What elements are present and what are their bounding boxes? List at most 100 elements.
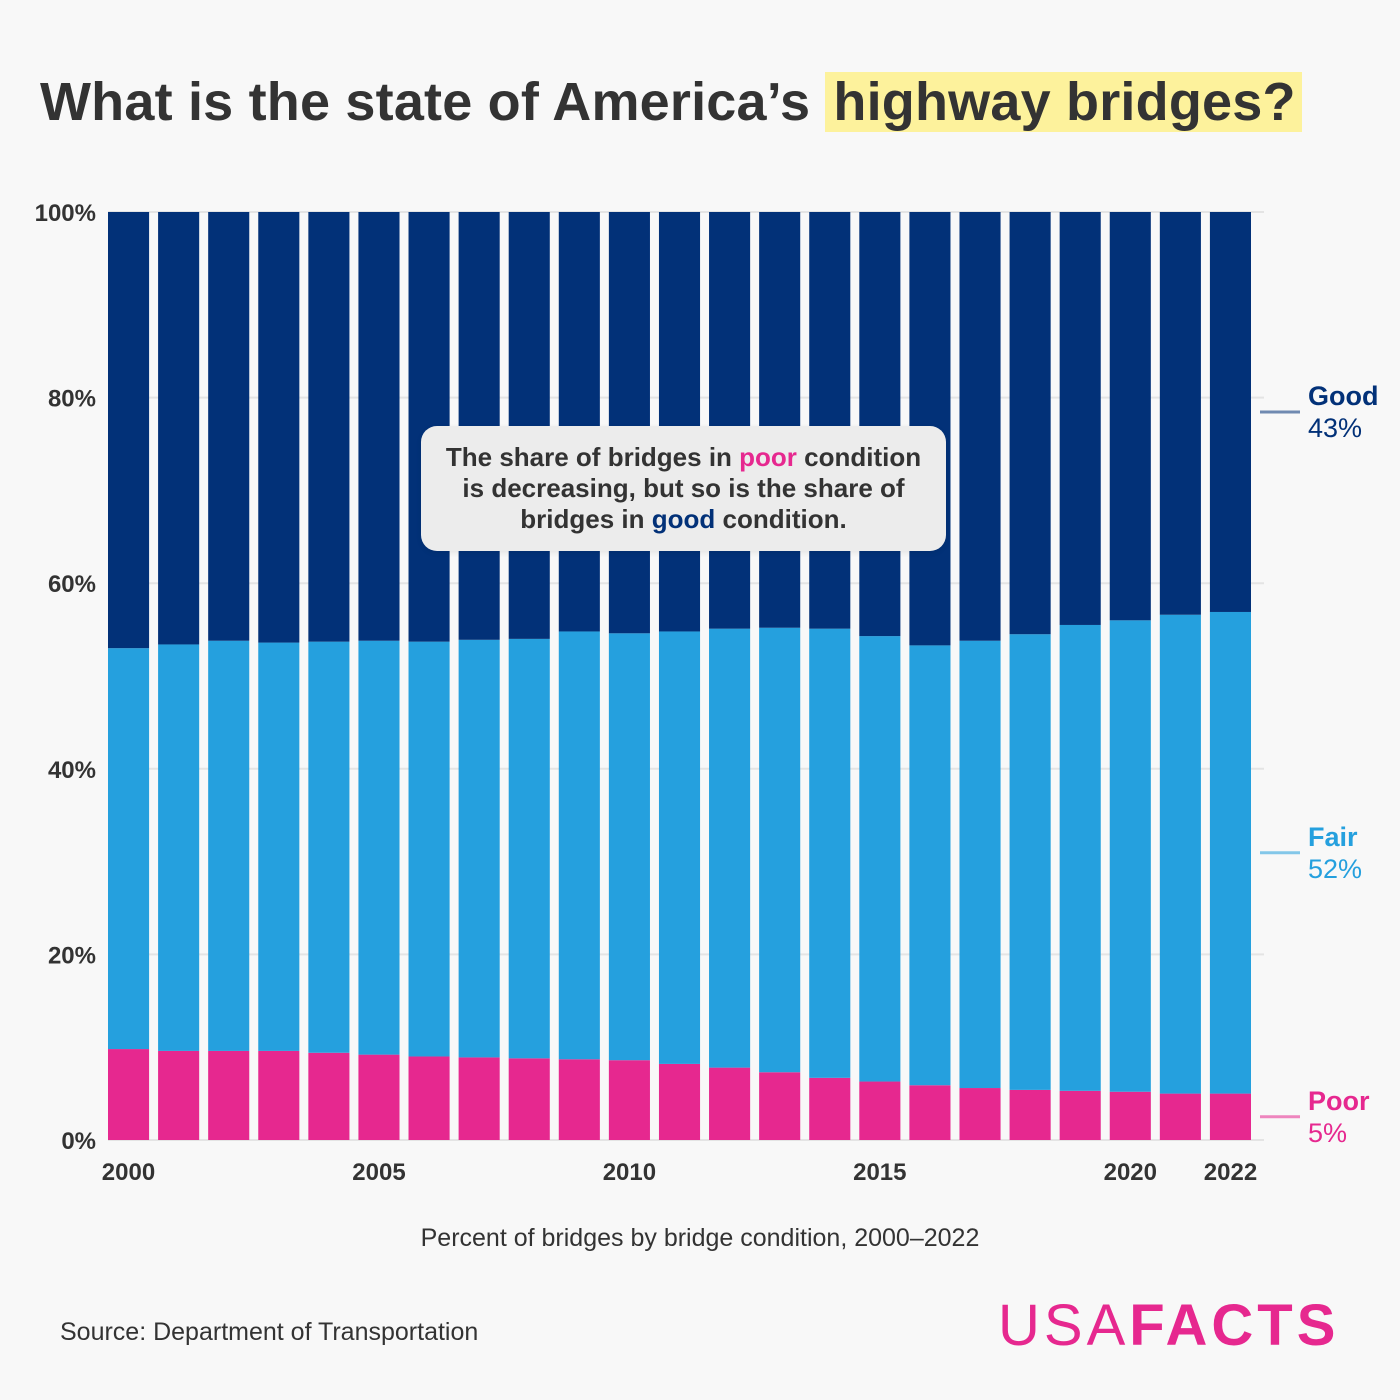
bar-segment-good xyxy=(809,212,851,629)
bar-segment-good xyxy=(258,212,300,643)
bar-segment-poor xyxy=(558,1059,600,1140)
annotation-callout: The share of bridges in poor condition i… xyxy=(421,426,946,551)
bar-segment-poor xyxy=(909,1085,951,1140)
bar-segment-poor xyxy=(1109,1091,1151,1140)
bar-segment-fair xyxy=(859,636,901,1082)
bar-segment-good xyxy=(658,212,701,632)
bar-segment-poor xyxy=(508,1058,550,1140)
source-note: Source: Department of Transportation xyxy=(60,1318,479,1346)
bar-segment-good xyxy=(308,212,350,642)
bar-segment-fair xyxy=(458,639,500,1058)
x-tick-label: 2022 xyxy=(1204,1159,1257,1186)
bar-segment-good xyxy=(208,212,250,641)
bar-segment-poor xyxy=(1009,1089,1051,1140)
series-value-fair: 52% xyxy=(1308,854,1362,884)
y-tick-label: 20% xyxy=(48,942,96,969)
bar-segment-fair xyxy=(108,648,150,1050)
bar-segment-poor xyxy=(608,1060,650,1140)
x-tick-label: 2000 xyxy=(102,1159,155,1186)
bar-segment-good xyxy=(558,212,600,632)
bar-segment-good xyxy=(608,212,650,634)
bar-segment-fair xyxy=(158,644,200,1051)
bar-segment-fair xyxy=(558,631,600,1060)
bar-segment-good xyxy=(1109,212,1151,621)
bar-segment-good xyxy=(508,212,550,639)
series-label-poor: Poor xyxy=(1308,1086,1370,1116)
bar-segment-poor xyxy=(358,1054,400,1140)
bar-segment-poor xyxy=(158,1050,200,1140)
bar-segment-poor xyxy=(108,1049,150,1140)
bar-segment-fair xyxy=(308,641,350,1053)
series-label-fair: Fair xyxy=(1308,822,1358,852)
chart-title-prefix: What is the state of America’s xyxy=(40,72,811,132)
x-tick-label: 2005 xyxy=(352,1159,405,1186)
bar-segment-poor xyxy=(709,1067,751,1140)
bars xyxy=(108,212,1251,1140)
bar-segment-fair xyxy=(1009,634,1051,1090)
bar-segment-fair xyxy=(909,645,951,1086)
bar-segment-poor xyxy=(308,1052,350,1140)
bar-segment-poor xyxy=(658,1063,701,1140)
bar-segment-fair xyxy=(508,638,550,1059)
bar-segment-poor xyxy=(1209,1093,1251,1140)
logo-text-usa: USA xyxy=(998,1293,1130,1358)
bar-segment-poor xyxy=(408,1056,450,1140)
bar-segment-poor xyxy=(1059,1090,1101,1140)
y-tick-label: 0% xyxy=(61,1128,96,1155)
bar-segment-good xyxy=(759,212,801,628)
bar-segment-fair xyxy=(208,640,250,1051)
bar-segment-fair xyxy=(608,633,650,1061)
bar-segment-poor xyxy=(258,1050,300,1140)
bar-segment-good xyxy=(458,212,500,640)
bar-segment-fair xyxy=(658,631,701,1064)
bar-segment-fair xyxy=(1159,614,1201,1094)
y-axis-ticks: 0% 20% 40% 60% 80% 100% xyxy=(35,200,96,1155)
bar-segment-fair xyxy=(709,628,751,1068)
bar-segment-good xyxy=(1059,212,1101,625)
y-tick-label: 100% xyxy=(35,200,96,227)
x-axis-ticks: 2000 2005 2010 2015 2020 2022 xyxy=(102,1159,1257,1186)
bar-segment-fair xyxy=(1109,620,1151,1092)
bar-segment-poor xyxy=(859,1081,901,1140)
bar-segment-good xyxy=(959,212,1001,641)
bar-segment-good xyxy=(108,212,150,649)
callout-text-2: condition is decreasing, but so is the s… xyxy=(462,442,922,534)
series-value-poor: 5% xyxy=(1308,1118,1347,1148)
callout-text-1: The share of bridges in xyxy=(445,442,740,472)
callout-poor-word: poor xyxy=(739,442,797,472)
bar-segment-good xyxy=(709,212,751,629)
bar-segment-fair xyxy=(408,641,450,1057)
bar-segment-good xyxy=(859,212,901,637)
series-label-good: Good xyxy=(1308,381,1378,411)
x-tick-label: 2020 xyxy=(1104,1159,1157,1186)
y-tick-label: 80% xyxy=(48,386,96,413)
bar-segment-fair xyxy=(1059,624,1101,1091)
bar-segment-fair xyxy=(759,627,801,1073)
chart-title-highlight: highway bridges? xyxy=(825,72,1302,132)
callout-good-word: good xyxy=(651,504,716,534)
bar-segment-poor xyxy=(759,1072,801,1140)
bar-segment-good xyxy=(158,212,200,645)
bar-segment-fair xyxy=(1209,611,1251,1094)
bar-segment-fair xyxy=(959,640,1001,1089)
x-tick-label: 2015 xyxy=(853,1159,906,1186)
bar-segment-good xyxy=(1009,212,1051,635)
bar-segment-fair xyxy=(258,642,300,1051)
logo-text-facts: FACTS xyxy=(1129,1293,1340,1358)
usafacts-logo: USAFACTS xyxy=(998,1292,1339,1359)
callout-text-3: condition. xyxy=(715,504,847,534)
bar-segment-poor xyxy=(1159,1093,1201,1140)
bar-segment-good xyxy=(1209,212,1251,612)
y-tick-label: 60% xyxy=(48,571,96,598)
bar-segment-poor xyxy=(208,1050,250,1140)
bar-segment-fair xyxy=(809,628,851,1078)
bar-segment-poor xyxy=(959,1088,1001,1140)
bar-segment-good xyxy=(358,212,400,641)
chart-title: What is the state of America’s highway b… xyxy=(40,62,1302,142)
bar-segment-poor xyxy=(809,1077,851,1140)
x-tick-label: 2010 xyxy=(603,1159,656,1186)
bar-segment-fair xyxy=(358,640,400,1055)
series-value-good: 43% xyxy=(1308,413,1362,443)
